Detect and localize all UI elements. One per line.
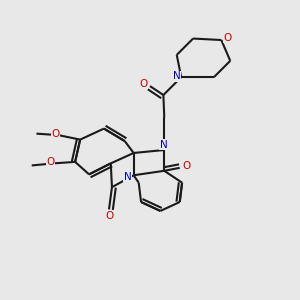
Text: N: N [173,71,181,81]
Text: O: O [182,161,190,171]
Text: N: N [124,172,132,182]
Text: O: O [106,211,114,221]
Text: O: O [51,129,60,139]
Text: O: O [46,157,55,167]
Text: N: N [160,140,167,150]
Text: O: O [139,79,148,89]
Text: O: O [223,33,231,43]
